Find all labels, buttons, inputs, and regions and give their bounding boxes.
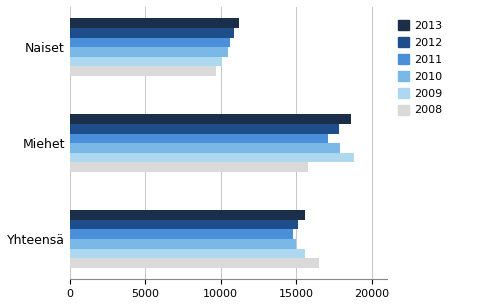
Bar: [70, 258, 319, 268]
Bar: [70, 28, 235, 38]
Bar: [70, 18, 239, 28]
Bar: [70, 153, 354, 162]
Bar: [70, 239, 296, 249]
Bar: [70, 114, 351, 124]
Bar: [70, 220, 298, 230]
Bar: [70, 66, 216, 76]
Bar: [70, 210, 306, 220]
Bar: [70, 47, 228, 57]
Legend: 2013, 2012, 2011, 2010, 2009, 2008: 2013, 2012, 2011, 2010, 2009, 2008: [396, 18, 445, 118]
Bar: [70, 249, 306, 258]
Bar: [70, 124, 339, 133]
Bar: [70, 162, 309, 172]
Bar: [70, 38, 230, 47]
Bar: [70, 143, 340, 153]
Bar: [70, 57, 222, 66]
Bar: [70, 230, 293, 239]
Bar: [70, 133, 328, 143]
